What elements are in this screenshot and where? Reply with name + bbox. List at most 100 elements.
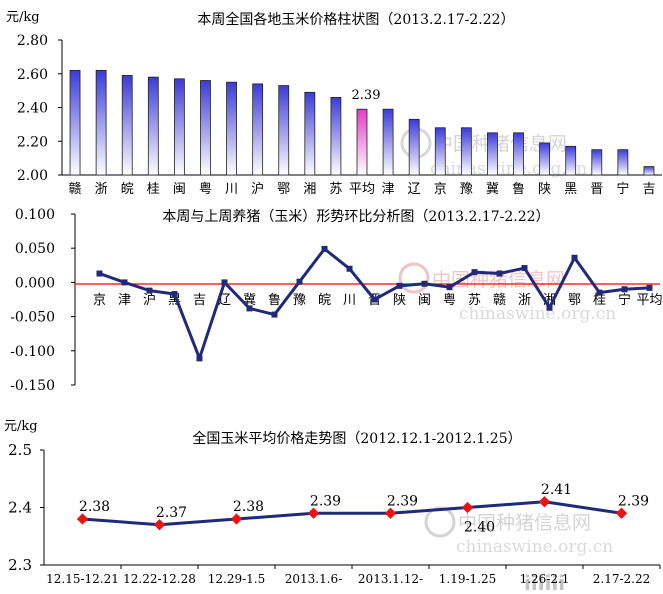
chart3-data-label: 2.39 [618, 493, 649, 509]
chart1-bar [591, 149, 603, 176]
chart2-point [96, 270, 103, 277]
chart1-x-tick-label: 桂 [147, 182, 160, 197]
chart2-x-tick-label: 浙 [518, 293, 531, 308]
chart2-x-tick-label: 陕 [393, 293, 406, 308]
chart2-point [346, 265, 353, 272]
chart1-x-tick-label: 苏 [329, 181, 342, 197]
chart2-y-tick-label: 0.100 [15, 207, 55, 223]
chart2-point [246, 305, 253, 312]
chart2-point [471, 269, 478, 276]
chart1-x-tick-label: 陕 [538, 182, 551, 197]
chart2-point [521, 265, 528, 272]
chart2-y-tick-label: 0.000 [15, 275, 55, 291]
chart1-bar [200, 80, 211, 176]
chart1-bar [304, 91, 316, 176]
chart1-x-tick-label: 川 [225, 182, 238, 197]
chart3-point [230, 513, 243, 525]
chart2-point [146, 287, 153, 294]
chart3-data-label: 2.38 [79, 499, 110, 515]
chart3-x-tick-label: 2013.1.6- [285, 572, 343, 586]
chart2-title: 本周与上周养猪（玉米）形势环比分析图（2013.2.17-2.22） [162, 209, 549, 225]
chart2-x-tick-label: 鲁 [268, 293, 281, 308]
chart2-point [621, 286, 628, 293]
watermarks: 中国种猪信息网 chinaswine.org.cn 中国种猪信息网 chinas… [398, 127, 616, 594]
chart3-y-ticks: 2.5 2.4 2.3 [8, 441, 44, 574]
chart3-data-label: 2.38 [233, 499, 264, 515]
chart2-x-tick-label: 吉 [193, 293, 206, 308]
chart1-x-tick-label: 浙 [95, 182, 108, 197]
chart1-x-tick-label: 皖 [121, 182, 134, 197]
watermark-3: 中国种猪信息网 chinaswine.org.cn iiiiii [424, 506, 613, 594]
chart3-x-tick-label: 1.19-1.25 [439, 572, 497, 586]
chart1-bar [278, 85, 290, 176]
chart3-x-tick-label: 12.22-12.28 [123, 572, 196, 586]
chart1-x-tick-label: 京 [434, 182, 447, 197]
chart3-point [461, 501, 474, 514]
chart2-point [446, 284, 453, 291]
chart1-bar [173, 78, 185, 176]
chart1-bar [513, 132, 524, 176]
chart1-x-tick-label: 辽 [408, 182, 421, 197]
chart2-point [296, 278, 303, 285]
chart1-bar [434, 127, 446, 176]
chart1-x-tick-labels: 赣浙皖桂闽粤川沪鄂湘苏平均津辽京豫冀鲁陕黑晋宁吉 [69, 181, 656, 197]
watermark-cn: 中国种猪信息网 [458, 512, 591, 534]
chart2-point [496, 270, 503, 277]
chart3-data-labels: 2.38 2.37 2.38 2.39 2.39 2.40 2.41 2.39 [79, 482, 649, 536]
chart1-y-tick-label: 2.60 [17, 67, 48, 83]
chart1-bar [382, 108, 394, 176]
chart1-bar [460, 127, 472, 176]
chart1-bar [95, 69, 107, 176]
chart2-x-tick-label: 沪 [143, 292, 156, 308]
chart3-title: 全国玉米平均价格走势图（2012.12.1-2012.1.25） [192, 430, 521, 447]
chart2-points [96, 245, 653, 362]
chart1-bar [408, 118, 420, 176]
chart2-x-tick-label: 桂 [593, 293, 606, 308]
chart2-point [371, 296, 378, 303]
chart3-point [76, 513, 89, 525]
chart1-bar [121, 75, 133, 176]
watermark-logo-icon [424, 506, 456, 538]
watermark-logo-icon [398, 262, 430, 294]
chart2-x-tick-label: 皖 [318, 293, 331, 308]
chart1-x-tick-label: 闽 [173, 182, 186, 197]
chart1-x-tick-label: 鄂 [277, 182, 290, 197]
chart1-x-tick-label: 宁 [616, 181, 629, 197]
chart1-bar [565, 145, 577, 176]
chart1-bar [330, 96, 342, 176]
chart1-bar [643, 166, 655, 176]
chart2-x-tick-label: 粤 [443, 292, 456, 308]
chart2-x-tick-label: 豫 [293, 293, 306, 308]
chart3-data-label: 2.39 [310, 493, 341, 509]
chart1-x-tick-label: 鲁 [512, 182, 525, 197]
chart1-bars [69, 69, 655, 176]
chart3-data-label: 2.40 [464, 520, 495, 536]
chart3-x-tick-labels: 12.15-12.21 12.22-12.28 12.29-1.5 2013.1.6-… [46, 565, 661, 586]
chart2-x-tick-label: 川 [343, 293, 356, 308]
watermark-2: 中国种猪信息网 chinaswine.org.cn [398, 262, 616, 324]
chart2-x-tick-label: 闽 [418, 293, 431, 308]
chart3-point [538, 496, 551, 508]
chart3-data-label: 2.37 [156, 505, 187, 521]
chart3-x-tick-label: 1.26-2.1 [520, 572, 570, 586]
chart3-point [153, 519, 166, 531]
chart1-bar [252, 83, 264, 176]
watermark-logo-text: iiiiii [524, 571, 565, 594]
chart1-x-tick-label: 湘 [303, 182, 316, 197]
chart1-x-tick-label: 津 [382, 182, 395, 197]
trend-line-chart: 元/kg 全国玉米平均价格走势图（2012.12.1-2012.1.25） 2.… [4, 419, 661, 586]
chart3-x-tick-label: 2013.1.12- [358, 572, 423, 586]
chart1-x-tick-label: 赣 [69, 182, 82, 197]
chart2-x-tick-label: 津 [118, 293, 131, 308]
watermark-url: chinaswine.org.cn [456, 537, 613, 557]
chart1-y-tick-label: 2.40 [17, 101, 48, 117]
chart1-bar [356, 108, 368, 176]
chart1-bar [69, 69, 81, 176]
chart1-y-tick-label: 2.00 [17, 168, 48, 184]
chart2-y-ticks: 0.100 0.050 0.000 -0.050 -0.100 -0.150 [10, 207, 75, 394]
chart3-y-tick-label: 2.4 [8, 499, 32, 517]
chart2-point [221, 279, 228, 286]
chart2-point [171, 291, 178, 298]
chart3-series-line [82, 500, 622, 527]
